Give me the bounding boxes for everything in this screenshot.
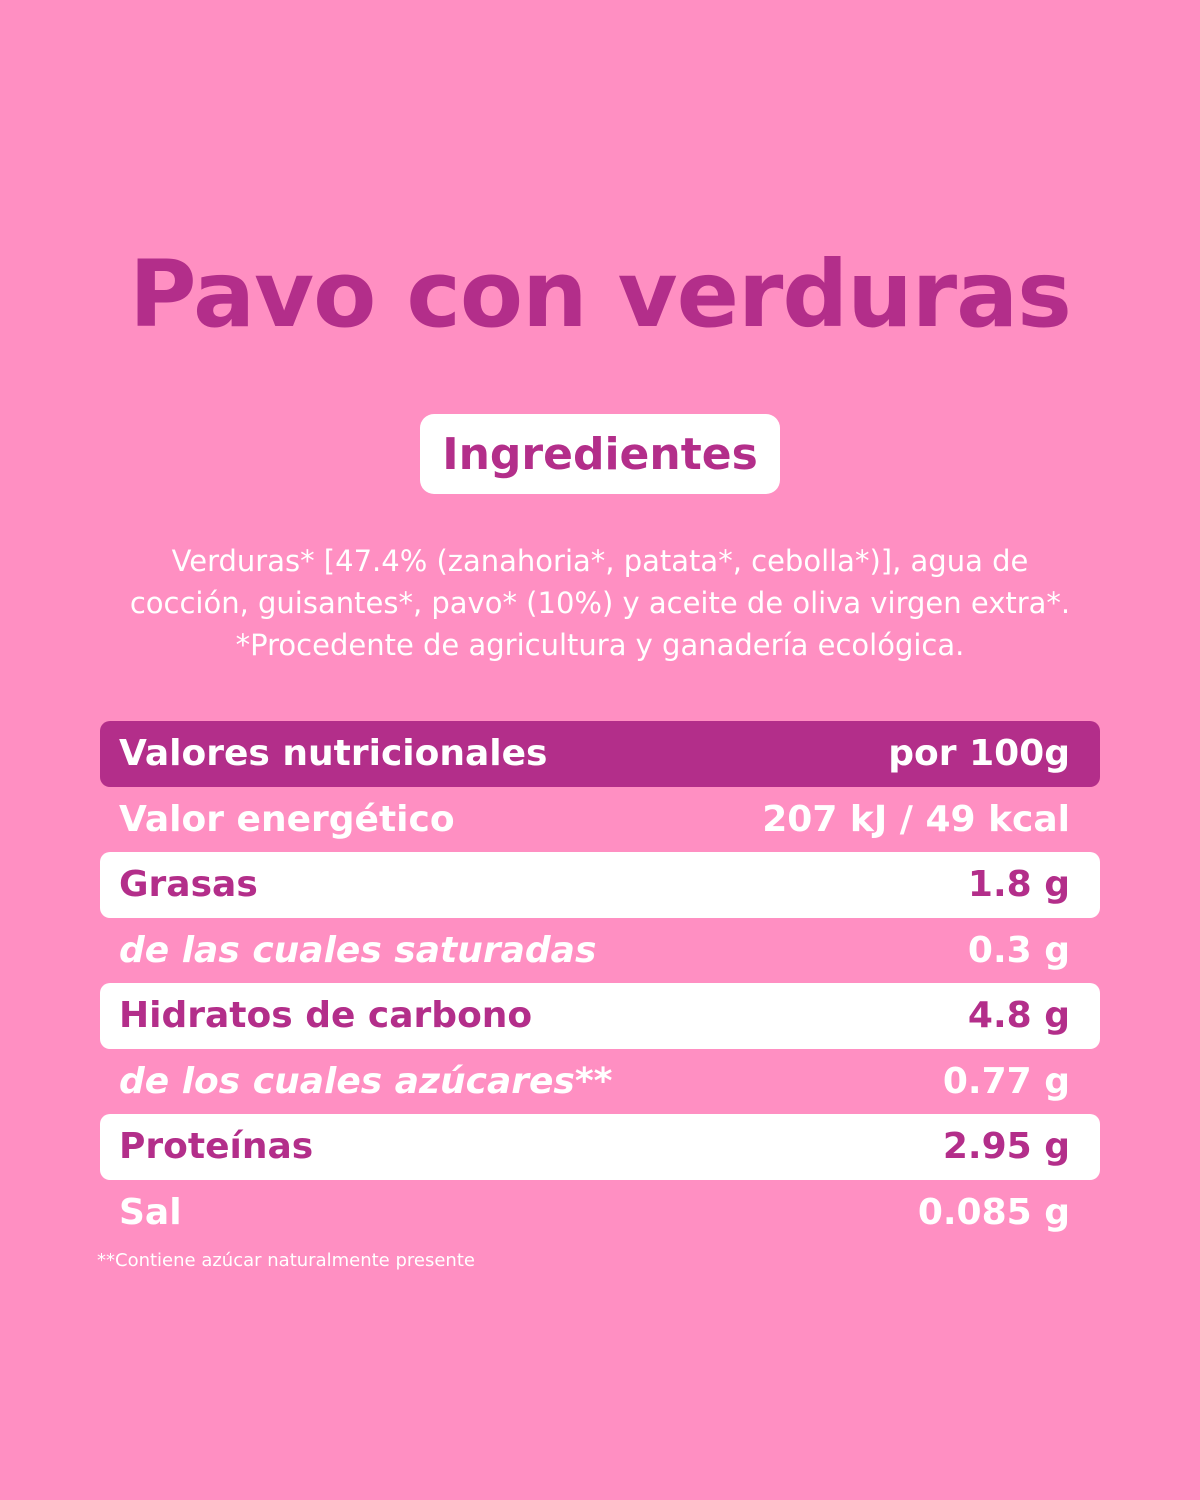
nutrition-row-sugars: de los cuales azúcares** 0.77 g: [100, 1049, 1100, 1115]
nutrition-row-value: 4.8 g: [967, 995, 1070, 1037]
ingredients-line: cocción, guisantes*, pavo* (10%) y aceit…: [129, 586, 1071, 620]
nutrition-table: Valores nutricionales por 100g Valor ene…: [100, 721, 1100, 1245]
nutrition-row-value: 0.085 g: [917, 1191, 1070, 1233]
ingredients-line: *Procedente de agricultura y ganadería e…: [235, 628, 965, 662]
nutrition-row-energy: Valor energético 207 kJ / 49 kcal: [100, 787, 1100, 853]
nutrition-row-value: 207 kJ / 49 kcal: [762, 798, 1070, 840]
ingredients-text: Verduras* [47.4% (zanahoria*, patata*, c…: [60, 540, 1140, 666]
nutrition-header-value: por 100g: [888, 733, 1070, 775]
nutrition-row-salt: Sal 0.085 g: [100, 1180, 1100, 1246]
product-title: Pavo con verduras: [129, 241, 1072, 348]
nutrition-header-row: Valores nutricionales por 100g: [100, 721, 1100, 787]
nutrition-row-protein: Proteínas 2.95 g: [100, 1114, 1100, 1180]
ingredients-badge-label: Ingredientes: [442, 428, 758, 480]
footnote: **Contiene azúcar naturalmente presente: [97, 1250, 475, 1271]
nutrition-row-label: Valor energético: [119, 798, 455, 840]
nutrition-row-value: 0.77 g: [942, 1060, 1070, 1102]
nutrition-row-label: de las cuales saturadas: [119, 929, 597, 971]
nutrition-row-carbs: Hidratos de carbono 4.8 g: [100, 983, 1100, 1049]
ingredients-line: Verduras* [47.4% (zanahoria*, patata*, c…: [171, 544, 1029, 578]
nutrition-row-label: de los cuales azúcares**: [119, 1060, 613, 1102]
nutrition-row-label: Grasas: [119, 864, 258, 906]
nutrition-row-value: 2.95 g: [942, 1126, 1070, 1168]
nutrition-row-label: Proteínas: [119, 1126, 314, 1168]
nutrition-row-saturated: de las cuales saturadas 0.3 g: [100, 918, 1100, 984]
nutrition-row-fat: Grasas 1.8 g: [100, 852, 1100, 918]
nutrition-row-label: Hidratos de carbono: [119, 995, 533, 1037]
nutrition-row-label: Sal: [119, 1191, 182, 1233]
nutrition-row-value: 1.8 g: [967, 864, 1070, 906]
ingredients-badge: Ingredientes: [420, 414, 780, 494]
nutrition-row-value: 0.3 g: [967, 929, 1070, 971]
nutrition-header-label: Valores nutricionales: [119, 733, 548, 775]
